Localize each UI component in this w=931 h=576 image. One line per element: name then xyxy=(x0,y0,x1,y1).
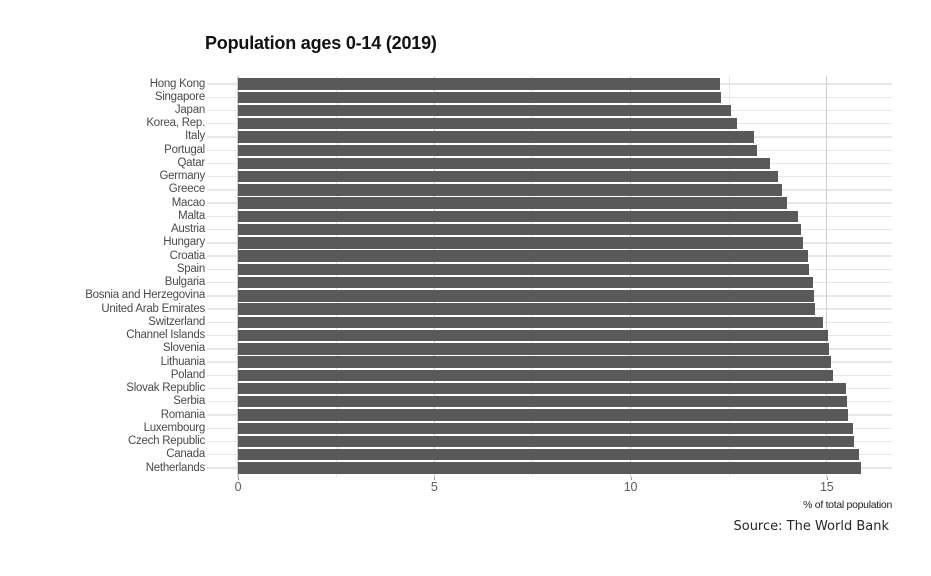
minor-gridline-7.5 xyxy=(532,76,534,477)
x-tick-label-15: 15 xyxy=(819,480,834,494)
bar-switzerland xyxy=(238,316,823,329)
bar-japan xyxy=(238,104,731,117)
category-label-united-arab-emirates: United Arab Emirates xyxy=(101,302,205,315)
category-label-korea-rep: Korea, Rep. xyxy=(146,117,205,130)
category-label-luxembourg: Luxembourg xyxy=(143,421,206,434)
bar-channel-islands xyxy=(238,329,828,342)
category-label-canada: Canada xyxy=(166,448,205,461)
major-gridline-5 xyxy=(433,76,435,477)
category-label-netherlands: Netherlands xyxy=(145,461,206,474)
bar-portugal xyxy=(238,144,757,156)
x-tick-label-0: 0 xyxy=(234,480,242,494)
bar-hungary xyxy=(238,237,804,249)
x-tick-mark-15 xyxy=(826,477,828,480)
x-axis-caption: % of total population xyxy=(803,499,892,511)
bar-korea-rep xyxy=(238,118,737,130)
category-label-bulgaria: Bulgaria xyxy=(164,276,205,289)
category-label-romania: Romania xyxy=(160,408,206,421)
bar-slovenia xyxy=(238,343,830,355)
category-label-singapore: Singapore xyxy=(154,90,205,103)
category-label-slovenia: Slovenia xyxy=(162,342,205,355)
category-label-czech-republic: Czech Republic xyxy=(127,435,205,448)
category-label-slovak-republic: Slovak Republic xyxy=(126,382,205,395)
category-label-hong-kong: Hong Kong xyxy=(149,77,206,90)
bar-austria xyxy=(238,223,801,236)
category-label-channel-islands: Channel Islands xyxy=(126,329,205,342)
x-tick-label-5: 5 xyxy=(430,480,438,494)
category-label-japan: Japan xyxy=(174,103,205,116)
major-gridline-15 xyxy=(826,76,828,477)
bar-malta xyxy=(238,210,799,223)
bar-bosnia-and-herzegovina xyxy=(238,290,815,302)
category-label-spain: Spain xyxy=(176,262,205,275)
category-label-switzerland: Switzerland xyxy=(148,315,205,328)
bar-italy xyxy=(238,131,755,143)
major-gridline-10 xyxy=(629,76,632,477)
bar-united-arab-emirates xyxy=(238,303,815,315)
category-label-lithuania: Lithuania xyxy=(160,355,206,368)
minor-gridline-12.5 xyxy=(728,76,730,477)
category-label-bosnia-and-herzegovina: Bosnia and Herzegovina xyxy=(85,289,205,302)
category-label-austria: Austria xyxy=(170,223,205,236)
bar-singapore xyxy=(238,91,721,103)
category-label-serbia: Serbia xyxy=(173,395,205,408)
bar-luxembourg xyxy=(238,422,853,434)
category-label-italy: Italy xyxy=(185,130,205,143)
bar-serbia xyxy=(238,396,847,408)
bar-greece xyxy=(238,184,782,196)
bar-czech-republic xyxy=(238,435,854,448)
bar-hong-kong xyxy=(238,78,721,90)
category-label-portugal: Portugal xyxy=(164,143,205,156)
major-gridline-0 xyxy=(237,76,239,477)
category-label-croatia: Croatia xyxy=(169,249,206,262)
category-label-hungary: Hungary xyxy=(163,236,205,249)
x-tick-label-10: 10 xyxy=(623,480,638,494)
chart-title: Population ages 0-14 (2019) xyxy=(205,33,437,53)
bar-poland xyxy=(238,369,833,381)
source-caption: Source: The World Bank xyxy=(733,519,889,534)
bar-canada xyxy=(238,449,859,461)
bar-croatia xyxy=(238,250,808,262)
category-label-greece: Greece xyxy=(168,183,205,196)
bar-romania xyxy=(238,409,848,421)
category-label-macao: Macao xyxy=(171,196,206,209)
bar-qatar xyxy=(238,157,771,170)
bar-slovak-republic xyxy=(238,382,846,395)
category-label-poland: Poland xyxy=(170,368,206,381)
category-label-malta: Malta xyxy=(178,209,205,222)
bar-spain xyxy=(238,263,810,276)
bar-germany xyxy=(238,170,779,183)
x-tick-mark-0 xyxy=(238,477,239,480)
category-label-germany: Germany xyxy=(159,170,205,183)
bar-bulgaria xyxy=(238,276,813,289)
x-tick-mark-5 xyxy=(434,477,436,480)
bar-netherlands xyxy=(238,462,861,474)
bar-macao xyxy=(238,197,788,209)
minor-gridline-2.5 xyxy=(336,76,338,477)
category-label-qatar: Qatar xyxy=(177,156,205,169)
x-tick-mark-10 xyxy=(630,477,632,480)
bar-lithuania xyxy=(238,356,831,368)
